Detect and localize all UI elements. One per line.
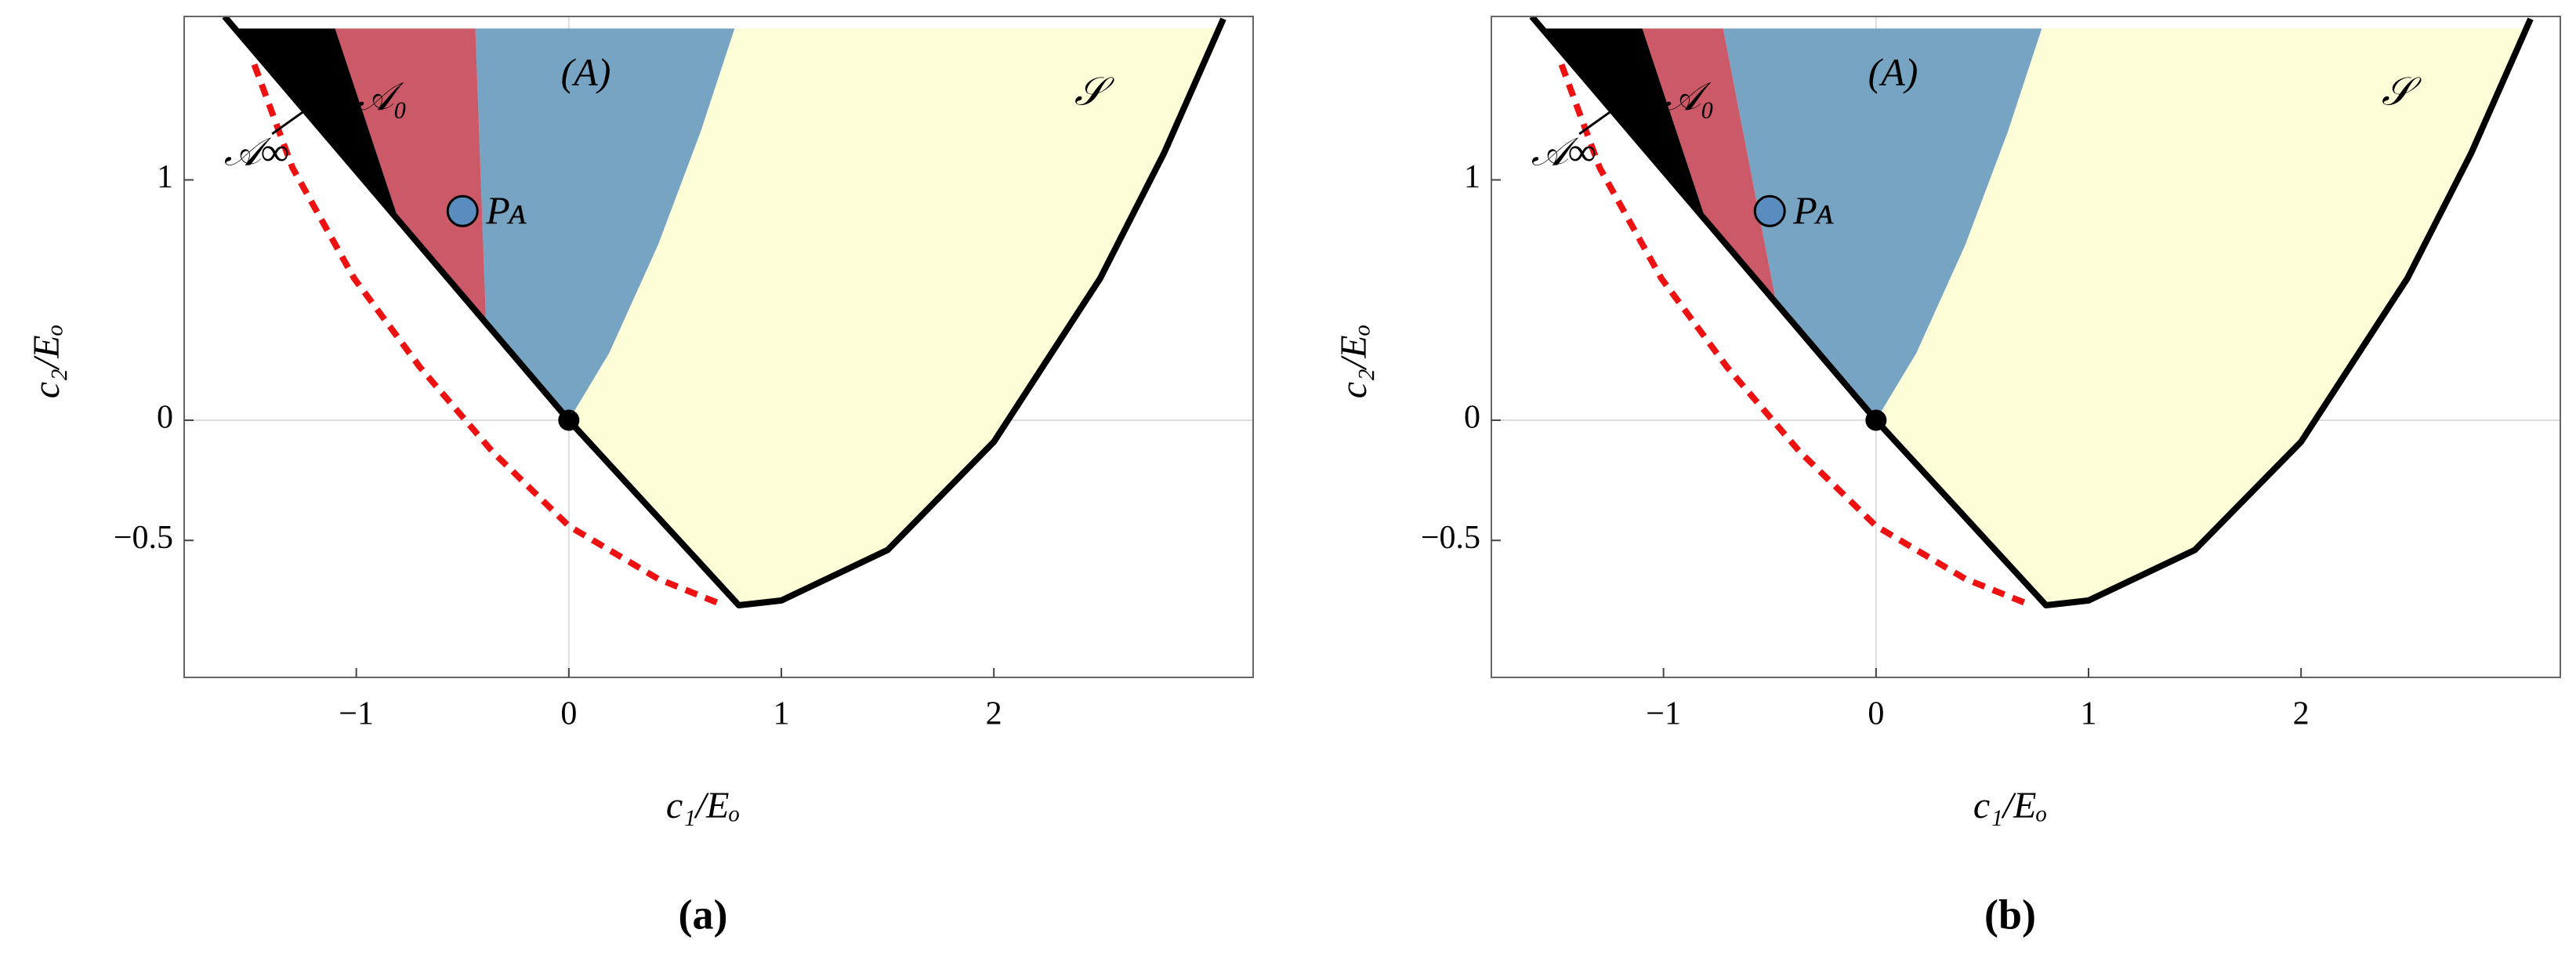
plot-content — [1491, 16, 2560, 677]
region — [335, 28, 487, 322]
x-tick-label: −1 — [1646, 696, 1681, 732]
boundary-curve — [1529, 16, 2534, 609]
x-tick-label: 2 — [986, 696, 1002, 732]
point — [558, 409, 580, 431]
y-axis-label: c₂/Eₒ — [1333, 325, 1375, 398]
label-leader — [1578, 103, 1621, 136]
point — [1865, 409, 1887, 431]
y-tick-label: 1 — [1464, 159, 1480, 195]
point — [1753, 194, 1786, 227]
region-label: 𝒜₀ — [1664, 74, 1715, 118]
plot-frame — [1491, 16, 2561, 678]
region-label: (A) — [1868, 50, 1918, 94]
y-tick-label: −0.5 — [114, 520, 173, 556]
caption: (a) — [679, 891, 728, 938]
dashed-curve — [251, 63, 726, 608]
x-tick-label: 0 — [1868, 696, 1884, 732]
label-leader — [271, 103, 314, 136]
x-tick-label: 0 — [560, 696, 577, 732]
dashed-curve — [1558, 63, 2033, 608]
region — [1875, 28, 2527, 606]
region — [475, 28, 735, 420]
boundary-curve — [222, 16, 1226, 609]
x-tick-label: 1 — [773, 696, 789, 732]
region-label: 𝒜∞ — [1531, 129, 1596, 173]
x-tick-label: 2 — [2293, 696, 2310, 732]
region-label: 𝒜∞ — [224, 129, 289, 173]
x-tick-label: 1 — [2080, 696, 2096, 732]
y-tick-label: 0 — [1464, 400, 1480, 436]
point-label: Pᴀ — [1792, 188, 1835, 232]
y-tick-label: 1 — [157, 159, 173, 195]
plot-content — [184, 16, 1253, 677]
region-label: (A) — [561, 50, 611, 94]
y-tick-label: −0.5 — [1421, 520, 1480, 556]
caption: (b) — [1984, 891, 2036, 938]
point — [446, 194, 479, 227]
region — [1642, 28, 1777, 303]
region-label: 𝒜₀ — [357, 74, 408, 118]
region — [568, 28, 1219, 606]
x-tick-label: −1 — [339, 696, 374, 732]
x-axis-label: c₁/Eₒ — [1973, 785, 2047, 826]
point-label: Pᴀ — [485, 188, 527, 232]
plot-frame — [183, 16, 1254, 678]
y-tick-label: 0 — [157, 400, 173, 436]
region — [1723, 28, 2042, 420]
x-axis-label: c₁/Eₒ — [666, 785, 740, 826]
y-axis-label: c₂/Eₒ — [26, 325, 67, 398]
